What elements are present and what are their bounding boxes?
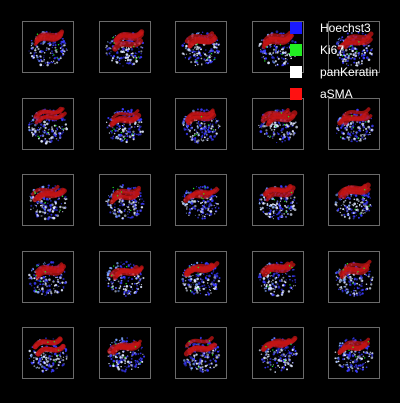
tissue-tile[interactable]: [328, 327, 380, 379]
tissue-tile[interactable]: [22, 327, 74, 379]
legend-swatch-hoechst: [290, 22, 302, 34]
tissue-image: [257, 260, 297, 297]
tissue-image: [105, 260, 145, 298]
tissue-image: [181, 31, 221, 67]
legend-item-ki67[interactable]: Ki67: [286, 42, 396, 58]
tissue-image: [258, 184, 298, 221]
tissue-image: [181, 185, 220, 220]
tissue-tile[interactable]: [99, 174, 151, 226]
tissue-tile[interactable]: [175, 251, 227, 303]
legend-swatch-ki67: [290, 44, 302, 56]
legend-item-hoechst[interactable]: Hoechst3: [286, 20, 396, 36]
tissue-image: [258, 108, 298, 144]
tissue-tile[interactable]: [328, 21, 380, 73]
tissue-image: [107, 336, 146, 373]
tissue-tile[interactable]: [22, 174, 74, 226]
tissue-image: [29, 184, 68, 221]
tissue-tile[interactable]: [99, 98, 151, 150]
tissue-tile[interactable]: [175, 21, 227, 73]
channel-legend: Hoechst3 Ki67 panKeratin aSMA: [286, 20, 396, 104]
tissue-image: [181, 261, 221, 296]
tissue-image: [181, 108, 221, 144]
legend-label-asma: aSMA: [320, 87, 353, 101]
tissue-tile[interactable]: [252, 251, 304, 303]
legend-label-pankeratin: panKeratin: [320, 65, 379, 79]
tissue-image: [105, 29, 145, 67]
tissue-tile[interactable]: [252, 327, 304, 379]
legend-swatch-asma: [290, 88, 302, 100]
legend-label-hoechst: Hoechst3: [320, 21, 371, 35]
tissue-tile[interactable]: [175, 98, 227, 150]
tissue-image: [183, 336, 221, 373]
tissue-image: [258, 30, 298, 67]
tissue-tile[interactable]: [328, 174, 380, 226]
tissue-tile[interactable]: [22, 251, 74, 303]
tissue-image: [258, 335, 298, 373]
tissue-tile[interactable]: [175, 174, 227, 226]
legend-item-pankeratin[interactable]: panKeratin: [286, 64, 396, 80]
tissue-tile[interactable]: [99, 21, 151, 73]
tissue-image: [334, 259, 374, 297]
tissue-tile[interactable]: [252, 98, 304, 150]
tissue-tile[interactable]: [99, 327, 151, 379]
legend-swatch-pankeratin: [290, 66, 302, 78]
legend-label-ki67: Ki67: [320, 43, 345, 57]
tissue-image: [334, 31, 374, 67]
tissue-tile[interactable]: [252, 21, 304, 73]
legend-item-asma[interactable]: aSMA: [286, 86, 396, 102]
tissue-image: [335, 107, 374, 143]
tissue-image: [105, 108, 144, 144]
tissue-tile[interactable]: [175, 327, 227, 379]
tissue-image: [334, 337, 374, 373]
tissue-tile[interactable]: [328, 98, 380, 150]
tissue-tile[interactable]: [99, 251, 151, 303]
tissue-tile[interactable]: [328, 251, 380, 303]
tissue-tile[interactable]: [22, 98, 74, 150]
tissue-tile[interactable]: [22, 21, 74, 73]
tissue-image: [28, 336, 68, 373]
tissue-image: [105, 184, 145, 220]
tissue-image: [28, 29, 68, 67]
tissue-image: [28, 261, 68, 297]
tissue-image: [28, 106, 69, 145]
tissue-image: [334, 182, 373, 220]
tissue-tile[interactable]: [252, 174, 304, 226]
